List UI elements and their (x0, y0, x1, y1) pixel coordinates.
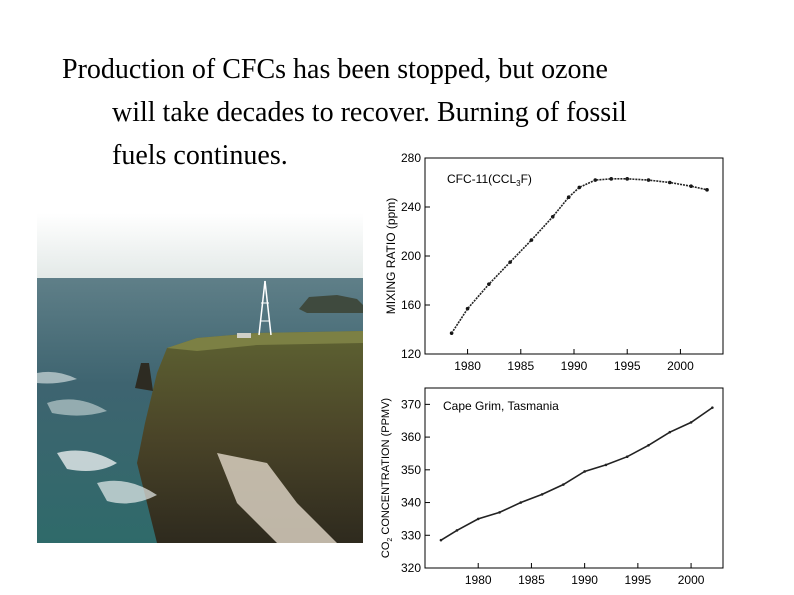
x-tick-label: 1985 (507, 359, 534, 373)
y-tick-label: 350 (401, 463, 421, 477)
data-point (540, 493, 544, 496)
x-tick-label: 1980 (465, 573, 492, 585)
data-point (476, 517, 480, 521)
data-point (689, 421, 693, 424)
chart-title: CFC-11(CCL3F) (447, 172, 532, 188)
y-tick-label: 370 (401, 397, 421, 411)
series-trace (450, 178, 708, 334)
data-point (519, 501, 523, 504)
chart-title: Cape Grim, Tasmania (443, 399, 559, 413)
y-tick-label: 160 (401, 298, 421, 312)
y-tick-label: 120 (401, 347, 421, 361)
y-axis-label: MIXING RATIO (ppm) (384, 198, 398, 314)
x-tick-label: 1995 (625, 573, 652, 585)
data-point (711, 406, 714, 409)
y-tick-label: 360 (401, 430, 421, 444)
data-point (647, 443, 650, 447)
data-point (625, 455, 629, 459)
data-point (583, 470, 586, 473)
plot-frame (424, 157, 724, 355)
data-point (609, 177, 614, 181)
data-point (562, 483, 565, 486)
x-tick-label: 1990 (571, 573, 598, 585)
x-tick-label: 1985 (518, 573, 545, 585)
x-tick-label: 1990 (561, 359, 588, 373)
x-tick-label: 1980 (454, 359, 481, 373)
y-tick-label: 330 (401, 528, 421, 542)
data-point (668, 430, 672, 434)
y-tick-label: 340 (401, 496, 421, 510)
co2-chart: 1980 1985 1990 1995 2000 320 330 340 350 360 370 C… (375, 383, 727, 587)
data-point (604, 463, 608, 467)
data-point (455, 529, 459, 532)
data-point (498, 511, 501, 514)
y-tick-label: 240 (401, 200, 421, 214)
slide-text-line-1: Production of CFCs has been stopped, but… (62, 54, 608, 85)
y-axis-label: CO2 CONCENTRATION (PPMV) (380, 398, 394, 558)
cfc11-chart: 1980 1985 1990 1995 2000 120 160 200 240 280 CFC-… (375, 150, 727, 376)
slide-text-line-2: will take decades to recover. Burning of… (112, 97, 627, 128)
y-tick-label: 200 (401, 249, 421, 263)
y-tick-label: 280 (401, 151, 421, 165)
series-line (440, 406, 713, 541)
slide-text: Production of CFCs has been stopped, but… (62, 48, 742, 177)
data-point (705, 188, 709, 192)
y-tick-label: 320 (401, 561, 421, 575)
x-tick-label: 2000 (678, 573, 705, 585)
coastal-station-photo (37, 213, 363, 543)
data-point (439, 538, 443, 542)
x-tick-label: 2000 (667, 359, 694, 373)
plot-frame (424, 387, 724, 569)
slide-text-line-3: fuels continues. (112, 140, 288, 171)
x-tick-label: 1995 (614, 359, 641, 373)
